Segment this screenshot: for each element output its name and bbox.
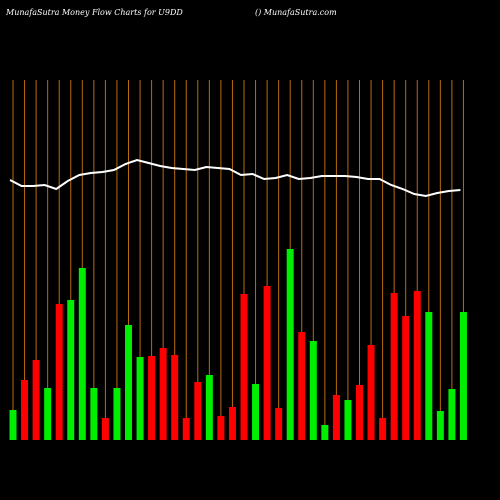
bar [228, 407, 236, 440]
bar [332, 395, 340, 440]
bar [101, 418, 109, 440]
bar [148, 356, 156, 440]
bar [298, 332, 306, 440]
bar [448, 389, 456, 440]
bar [90, 388, 98, 440]
bar [436, 411, 444, 440]
bar [67, 300, 75, 440]
bar [125, 325, 132, 440]
bar [171, 355, 179, 440]
bar [367, 345, 375, 440]
bar [344, 400, 352, 440]
bar [44, 388, 52, 440]
bar [286, 249, 294, 440]
bar [275, 408, 283, 440]
chart-subtitle: () MunafaSutra.com [255, 8, 337, 17]
bar [390, 293, 398, 440]
bar [263, 286, 271, 440]
flow-line [9, 158, 461, 198]
bar [459, 312, 467, 440]
bar [356, 385, 363, 440]
bar [413, 291, 421, 440]
bar [9, 410, 17, 440]
bar [252, 384, 260, 440]
bar [205, 375, 213, 440]
chart-title: MunafaSutra Money Flow Charts for U9DD [5, 8, 183, 17]
bar [321, 425, 329, 440]
bar [78, 268, 86, 440]
bar [32, 360, 40, 440]
bar [379, 418, 387, 440]
bar [402, 316, 410, 440]
bar [240, 294, 248, 440]
bar [309, 341, 317, 440]
bar [113, 388, 121, 440]
bar [217, 416, 225, 440]
bar [194, 382, 202, 440]
bar [55, 304, 63, 440]
bar [136, 357, 144, 440]
bar [425, 312, 433, 440]
bar [159, 348, 167, 440]
bar [182, 418, 190, 440]
bar [21, 380, 29, 440]
